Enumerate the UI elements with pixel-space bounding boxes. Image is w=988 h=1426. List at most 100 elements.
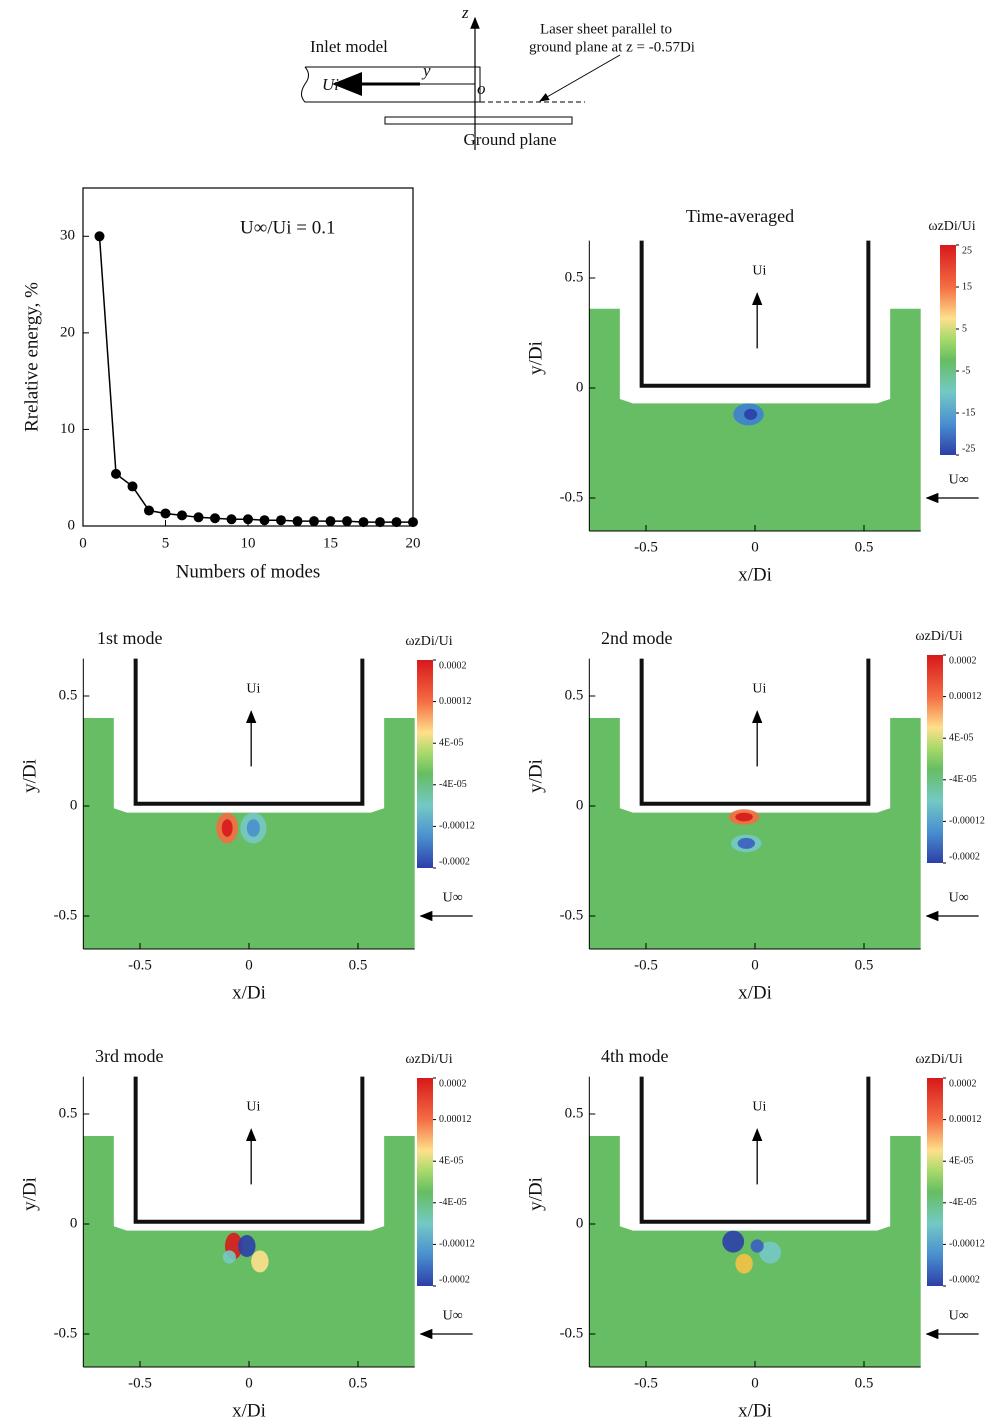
schematic: z y o Inlet model Ui Laser sheet paralle…: [301, 3, 695, 150]
x-tick-label: 0: [245, 957, 253, 973]
freestream-label: U∞: [949, 473, 969, 488]
colorbar-tick-label: -4E-05: [949, 774, 977, 785]
y-tick-label: 0: [70, 1215, 78, 1231]
inlet-wall: [639, 240, 871, 388]
y-tick-label: 0: [68, 517, 76, 533]
panel-title: 4th mode: [601, 1046, 669, 1066]
plot-frame: [82, 187, 414, 527]
inlet-velocity-label: Ui: [752, 1100, 766, 1115]
colorbar-tick-label: -0.0002: [439, 856, 470, 867]
y-axis-label: Rrelative energy, %: [21, 282, 42, 432]
colorbar-tick-label: -4E-05: [949, 1197, 977, 1208]
colorbar-label: ωzDi/Ui: [928, 219, 975, 234]
vortex: [246, 819, 260, 837]
vortex: [759, 1241, 782, 1264]
point: [226, 514, 237, 525]
colorbar-tick-label: -4E-05: [439, 1197, 467, 1208]
colorbar-tick-label: -15: [962, 407, 975, 418]
panel-title: 3rd mode: [95, 1046, 163, 1066]
colorbar-tick-label: -0.00012: [949, 1239, 985, 1250]
point: [309, 516, 319, 527]
y-axis-label: y/Di: [526, 341, 547, 375]
colorbar-label: ωzDi/Ui: [405, 1052, 452, 1067]
colorbar-tick-label: -0.00012: [439, 1239, 475, 1250]
point: [144, 505, 154, 516]
inlet-label: Inlet model: [310, 37, 388, 56]
point: [127, 481, 138, 492]
panel-title: 2nd mode: [601, 628, 673, 648]
x-tick-label: 0.5: [855, 957, 874, 973]
y-tick-label: 0.5: [565, 687, 584, 703]
x-tick-label: -0.5: [634, 957, 658, 973]
y-tick-label: 0.5: [565, 269, 584, 285]
x-tick-label: 0: [751, 957, 759, 973]
point: [193, 512, 204, 523]
colorbar-tick-label: 15: [962, 281, 972, 292]
colorbar-tick-label: -25: [962, 443, 975, 454]
x-tick-label: 0: [79, 535, 87, 551]
x-tick-label: -0.5: [128, 957, 152, 973]
colorbar-tick-label: 4E-05: [949, 732, 973, 743]
y-tick-label: -0.5: [560, 489, 584, 505]
colorbar-label: ωzDi/Ui: [405, 634, 452, 649]
colorbar: [927, 1078, 943, 1286]
line: [98, 236, 413, 523]
colorbar-tick-label: 0.00012: [439, 696, 472, 707]
point: [391, 517, 402, 528]
point: [160, 508, 171, 519]
colorbar-tick-label: 0.0002: [439, 660, 467, 671]
panel-title: 1st mode: [97, 628, 163, 648]
x-tick-label: 0.5: [855, 1375, 874, 1391]
x-axis-label: x/Di: [232, 1400, 266, 1421]
vortex: [722, 1230, 745, 1253]
y-tick-label: 0.5: [59, 1105, 78, 1121]
point: [94, 231, 105, 242]
inlet-tube: [301, 66, 481, 103]
colorbar-tick-label: -0.0002: [949, 851, 980, 862]
y-axis-label: y/Di: [526, 1177, 547, 1211]
colorbar: [417, 1078, 433, 1286]
colorbar-tick-label: 0.00012: [949, 691, 982, 702]
point: [243, 514, 253, 525]
x-tick-label: -0.5: [128, 1375, 152, 1391]
inlet-wall: [133, 1076, 365, 1224]
y-tick-label: -0.5: [54, 1325, 78, 1341]
colorbar: [417, 660, 433, 868]
x-tick-label: 0: [751, 1375, 759, 1391]
point: [210, 513, 220, 524]
vortex: [737, 837, 756, 849]
flow-region: [589, 718, 921, 949]
vortex: [251, 1250, 269, 1273]
colorbar-label: ωzDi/Ui: [915, 629, 962, 644]
vortex: [735, 1253, 753, 1274]
freestream-label: U∞: [443, 1309, 463, 1324]
y-label: y: [421, 61, 431, 80]
vortex: [238, 1235, 256, 1257]
vortex: [222, 1250, 236, 1264]
point: [259, 515, 270, 526]
y-tick-label: -0.5: [560, 1325, 584, 1341]
y-tick-label: 0.5: [565, 1105, 584, 1121]
point: [375, 517, 385, 528]
inlet-velocity-label: Ui: [246, 1100, 260, 1115]
colorbar-tick-label: -0.00012: [439, 821, 475, 832]
laser-label: ground plane at z = -0.57Di: [529, 39, 695, 55]
y-tick-label: 20: [60, 324, 75, 340]
y-tick-label: 10: [60, 421, 75, 437]
inlet-wall: [639, 1076, 871, 1224]
colorbar-tick-label: 0.0002: [949, 655, 977, 666]
velocity-label: Ui: [322, 75, 339, 94]
colorbar: [927, 655, 943, 863]
colorbar-tick-label: 0.0002: [949, 1078, 977, 1089]
x-axis-label: x/Di: [738, 982, 772, 1003]
origin-label: o: [477, 79, 486, 98]
laser-pointer: [539, 54, 621, 102]
colorbar-tick-label: -0.00012: [949, 816, 985, 827]
x-axis-label: x/Di: [738, 564, 772, 585]
point: [358, 517, 369, 528]
vortex: [750, 1239, 764, 1253]
colorbar-tick-label: 0.0002: [439, 1078, 467, 1089]
panel-title: Time-averaged: [686, 206, 794, 226]
x-tick-label: -0.5: [634, 1375, 658, 1391]
